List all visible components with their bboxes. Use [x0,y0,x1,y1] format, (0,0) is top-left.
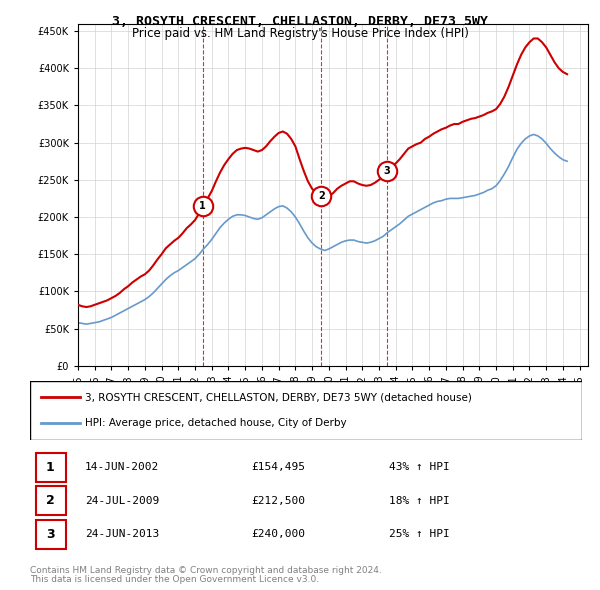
Text: 2: 2 [318,191,325,201]
Text: 24-JUN-2013: 24-JUN-2013 [85,529,160,539]
Text: Contains HM Land Registry data © Crown copyright and database right 2024.: Contains HM Land Registry data © Crown c… [30,566,382,575]
Text: 18% ↑ HPI: 18% ↑ HPI [389,496,449,506]
Text: 25% ↑ HPI: 25% ↑ HPI [389,529,449,539]
Text: 1: 1 [199,201,206,211]
Text: 3: 3 [383,166,391,176]
Text: 1: 1 [46,461,55,474]
Text: 3, ROSYTH CRESCENT, CHELLASTON, DERBY, DE73 5WY (detached house): 3, ROSYTH CRESCENT, CHELLASTON, DERBY, D… [85,392,472,402]
Text: Price paid vs. HM Land Registry's House Price Index (HPI): Price paid vs. HM Land Registry's House … [131,27,469,40]
Text: HPI: Average price, detached house, City of Derby: HPI: Average price, detached house, City… [85,418,347,428]
FancyBboxPatch shape [30,381,582,440]
Text: £212,500: £212,500 [251,496,305,506]
Text: This data is licensed under the Open Government Licence v3.0.: This data is licensed under the Open Gov… [30,575,319,584]
Text: 3, ROSYTH CRESCENT, CHELLASTON, DERBY, DE73 5WY: 3, ROSYTH CRESCENT, CHELLASTON, DERBY, D… [112,15,488,28]
FancyBboxPatch shape [35,486,66,516]
Text: £154,495: £154,495 [251,462,305,472]
Text: 2: 2 [46,494,55,507]
Text: 3: 3 [46,528,55,541]
Text: 43% ↑ HPI: 43% ↑ HPI [389,462,449,472]
FancyBboxPatch shape [35,453,66,481]
Text: 24-JUL-2009: 24-JUL-2009 [85,496,160,506]
Text: 14-JUN-2002: 14-JUN-2002 [85,462,160,472]
Text: £240,000: £240,000 [251,529,305,539]
FancyBboxPatch shape [35,520,66,549]
